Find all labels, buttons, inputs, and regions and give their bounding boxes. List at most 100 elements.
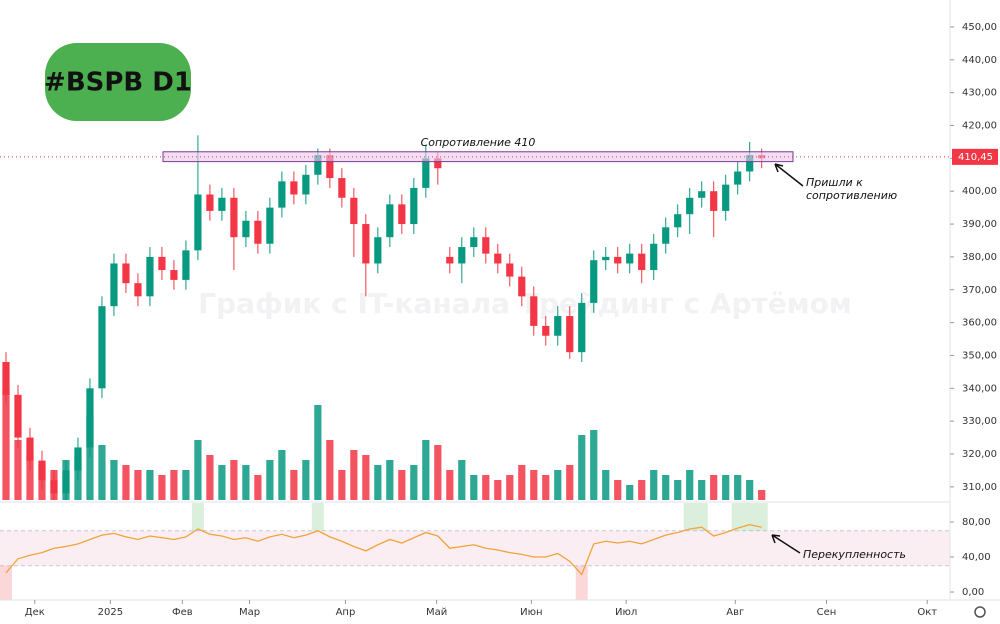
- volume-bar: [170, 470, 178, 500]
- candle-body: [338, 178, 346, 198]
- volume-bar: [626, 485, 634, 500]
- candle-body: [530, 296, 538, 326]
- candle-body: [674, 214, 682, 228]
- candle-body: [638, 253, 646, 271]
- candle-body: [206, 194, 214, 211]
- volume-bar: [242, 465, 250, 500]
- candle-body: [698, 191, 706, 198]
- y-tick-label: 40,00: [962, 552, 991, 563]
- arrow: [771, 534, 801, 554]
- volume-bar: [542, 475, 550, 500]
- resistance-zone: [162, 151, 794, 163]
- candle-body: [518, 276, 526, 297]
- volume-bar: [422, 440, 430, 500]
- x-tick-label: Фев: [172, 607, 193, 618]
- volume-bar: [590, 430, 598, 500]
- y-tick-label: 320,00: [962, 449, 997, 460]
- y-tick-label: 380,00: [962, 252, 997, 263]
- volume-bar: [86, 415, 94, 500]
- candle-body: [326, 155, 334, 179]
- volume-bar: [230, 460, 238, 500]
- candle-body: [650, 243, 658, 271]
- volume-bar: [134, 470, 142, 500]
- volume-bar: [674, 480, 682, 500]
- x-tick-label: Апр: [336, 607, 356, 618]
- oversold-zone: [575, 565, 588, 600]
- y-tick-label: 420,00: [962, 120, 997, 131]
- volume-bar: [482, 475, 490, 500]
- candle-body: [122, 263, 130, 284]
- candle-body: [422, 158, 430, 188]
- x-tick-label: 2025: [98, 607, 123, 618]
- candle-body: [494, 253, 502, 264]
- candle-body: [506, 263, 514, 277]
- y-tick-label: 310,00: [962, 482, 997, 493]
- candle-body: [434, 158, 442, 169]
- overbought-zone: [695, 503, 708, 531]
- oversold-zone: [0, 565, 12, 600]
- annotation: Перекупленность: [803, 548, 906, 561]
- x-tick-label: Мар: [239, 607, 260, 618]
- candle-body: [302, 174, 310, 195]
- settings-icon[interactable]: [974, 606, 986, 618]
- x-tick-label: Июн: [520, 607, 542, 618]
- candle-body: [50, 480, 58, 494]
- candle-body: [134, 283, 142, 297]
- candle-body: [578, 302, 586, 353]
- candle-body: [470, 237, 478, 248]
- volume-bar: [434, 445, 442, 500]
- candle-body: [410, 187, 418, 225]
- candle-body: [386, 204, 394, 238]
- candle-body: [146, 256, 154, 297]
- candle-body: [14, 394, 22, 438]
- candle-body: [734, 171, 742, 185]
- x-tick-label: Июл: [615, 607, 637, 618]
- candle-body: [662, 227, 670, 244]
- candle-body: [614, 256, 622, 264]
- y-tick-label: 440,00: [962, 55, 997, 66]
- volume-bar: [14, 440, 22, 500]
- y-tick-label: 360,00: [962, 318, 997, 329]
- overbought-zone: [743, 503, 756, 531]
- candle-body: [686, 197, 694, 215]
- volume-bar: [98, 445, 106, 500]
- y-tick-label: 450,00: [962, 22, 997, 33]
- candle-body: [98, 306, 106, 389]
- volume-bar: [302, 460, 310, 500]
- volume-bar: [602, 470, 610, 500]
- candle-body: [38, 460, 46, 481]
- candle-body: [374, 237, 382, 264]
- volume-bar: [554, 470, 562, 500]
- candle-body: [86, 388, 94, 448]
- volume-bar: [362, 455, 370, 500]
- y-tick-label: 350,00: [962, 350, 997, 361]
- candle-body: [182, 250, 190, 280]
- candle-body: [230, 197, 238, 238]
- volume-bar: [638, 480, 646, 500]
- volume-bar: [530, 470, 538, 500]
- overbought-zone: [683, 503, 696, 531]
- volume-bar: [686, 470, 694, 500]
- volume-bar: [290, 470, 298, 500]
- candle-body: [482, 237, 490, 254]
- volume-bar: [218, 465, 226, 500]
- volume-bar: [278, 450, 286, 500]
- volume-bar: [374, 465, 382, 500]
- volume-bar: [506, 475, 514, 500]
- candle-body: [74, 447, 82, 471]
- volume-bar: [146, 470, 154, 500]
- x-tick-label: Дек: [25, 607, 45, 618]
- volume-bar: [206, 455, 214, 500]
- y-tick-label: 330,00: [962, 416, 997, 427]
- volume-bar: [566, 465, 574, 500]
- volume-bar: [182, 470, 190, 500]
- candle-body: [746, 155, 754, 172]
- candle-body: [62, 470, 70, 494]
- resistance-label: Сопротивление 410: [421, 136, 536, 149]
- candle-body: [350, 197, 358, 225]
- candle-body: [266, 207, 274, 244]
- candle-body: [2, 362, 10, 395]
- y-tick-label: 340,00: [962, 383, 997, 394]
- x-tick-label: Май: [426, 607, 447, 618]
- y-tick-label: 430,00: [962, 88, 997, 99]
